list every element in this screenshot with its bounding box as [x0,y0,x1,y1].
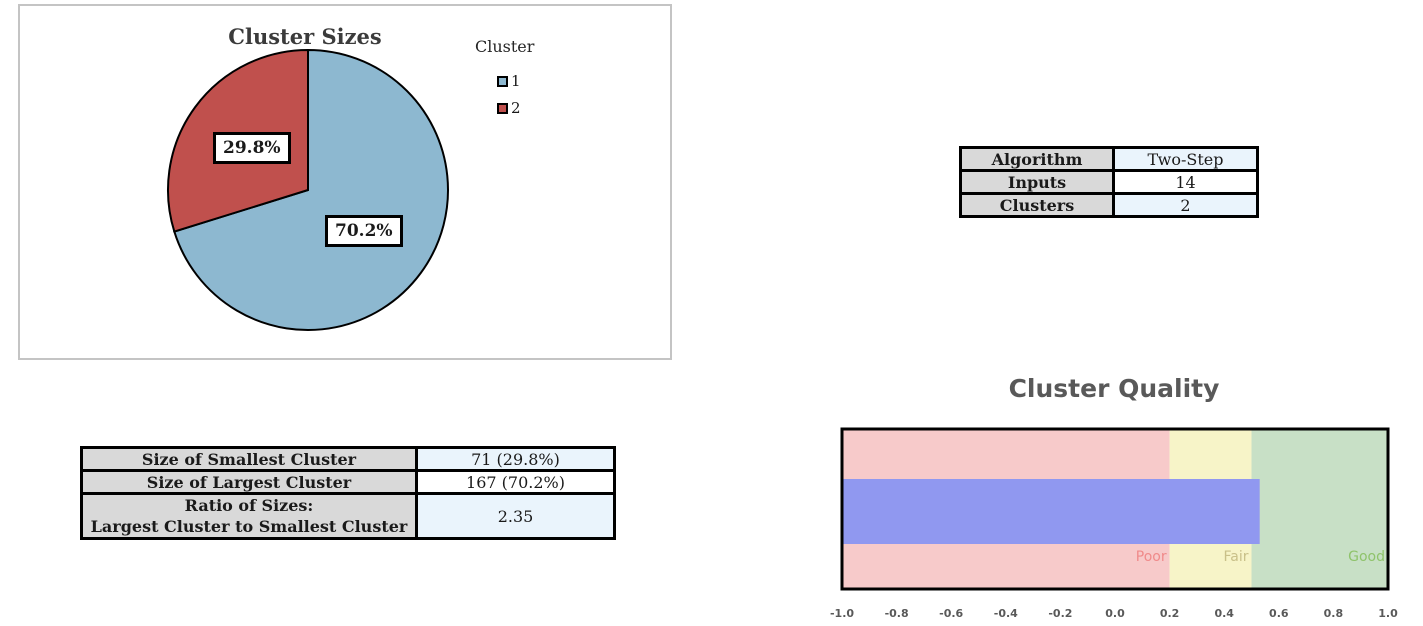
legend-label-1: 1 [511,72,521,90]
x-tick-label: -0.2 [1048,607,1072,620]
pie-chart-title: Cluster Sizes [228,24,382,49]
quality-bar [842,479,1260,544]
cluster-quality-title: Cluster Quality [1008,374,1220,403]
pie-slice-label-2: 29.8% [213,132,291,164]
algorithm-label: Algorithm [959,146,1115,172]
table-row: Ratio of Sizes: Largest Cluster to Small… [80,492,616,540]
table-row: Size of Largest Cluster 167 (70.2%) [80,469,616,495]
cluster-quality-chart: Poor Fair Good -1.0 -0.8 -0.6 -0.4 -0.2 0.0 0.2 0.… [830,427,1398,620]
x-tick-label: -0.6 [939,607,963,620]
legend-item-2: 2 [497,99,521,117]
quality-band-label-good: Good [1348,549,1385,565]
pie-slice-label-1: 70.2% [325,215,403,247]
smallest-cluster-label: Size of Smallest Cluster [80,446,418,472]
x-tick-label: 1.0 [1378,607,1398,620]
x-tick-label: -1.0 [830,607,854,620]
ratio-label-line2: Largest Cluster to Smallest Cluster [90,517,408,536]
quality-band-label-fair: Fair [1224,549,1249,565]
ratio-label: Ratio of Sizes: Largest Cluster to Small… [80,492,418,540]
algorithm-value: Two-Step [1112,146,1259,172]
model-summary-table: Algorithm Two-Step Inputs 14 Clusters 2 [959,146,1259,218]
x-tick-label: 0.2 [1160,607,1180,620]
clusters-value: 2 [1112,192,1259,218]
table-row: Size of Smallest Cluster 71 (29.8%) [80,446,616,472]
largest-cluster-label: Size of Largest Cluster [80,469,418,495]
table-row: Algorithm Two-Step [959,146,1259,172]
ratio-value: 2.35 [415,492,616,540]
largest-cluster-value: 167 (70.2%) [415,469,616,495]
x-tick-label: 0.0 [1105,607,1125,620]
ratio-label-line1: Ratio of Sizes: [184,496,314,515]
x-tick-label: 0.8 [1324,607,1344,620]
pie-chart-panel: Cluster Sizes 29.8% 70.2% Cluster 1 2 [18,4,672,360]
quality-plot-border [840,427,1390,591]
x-tick-label: -0.8 [885,607,909,620]
x-tick-label: 0.6 [1269,607,1289,620]
smallest-cluster-value: 71 (29.8%) [415,446,616,472]
quality-band-good [1251,429,1388,589]
table-row: Inputs 14 [959,169,1259,195]
legend-title: Cluster [475,37,535,56]
pie-slice-1 [173,48,449,331]
inputs-value: 14 [1112,169,1259,195]
inputs-label: Inputs [959,169,1115,195]
cluster-size-table: Size of Smallest Cluster 71 (29.8%) Size… [80,446,616,540]
x-tick-label: 0.4 [1214,607,1234,620]
legend-item-1: 1 [497,72,521,90]
clusters-label: Clusters [959,192,1115,218]
table-row: Clusters 2 [959,192,1259,218]
legend-swatch-1 [497,76,508,87]
x-tick-label: -0.4 [994,607,1018,620]
quality-band-label-poor: Poor [1136,549,1167,565]
pie-chart [167,48,449,331]
legend-swatch-2 [497,103,508,114]
legend-label-2: 2 [511,99,521,117]
